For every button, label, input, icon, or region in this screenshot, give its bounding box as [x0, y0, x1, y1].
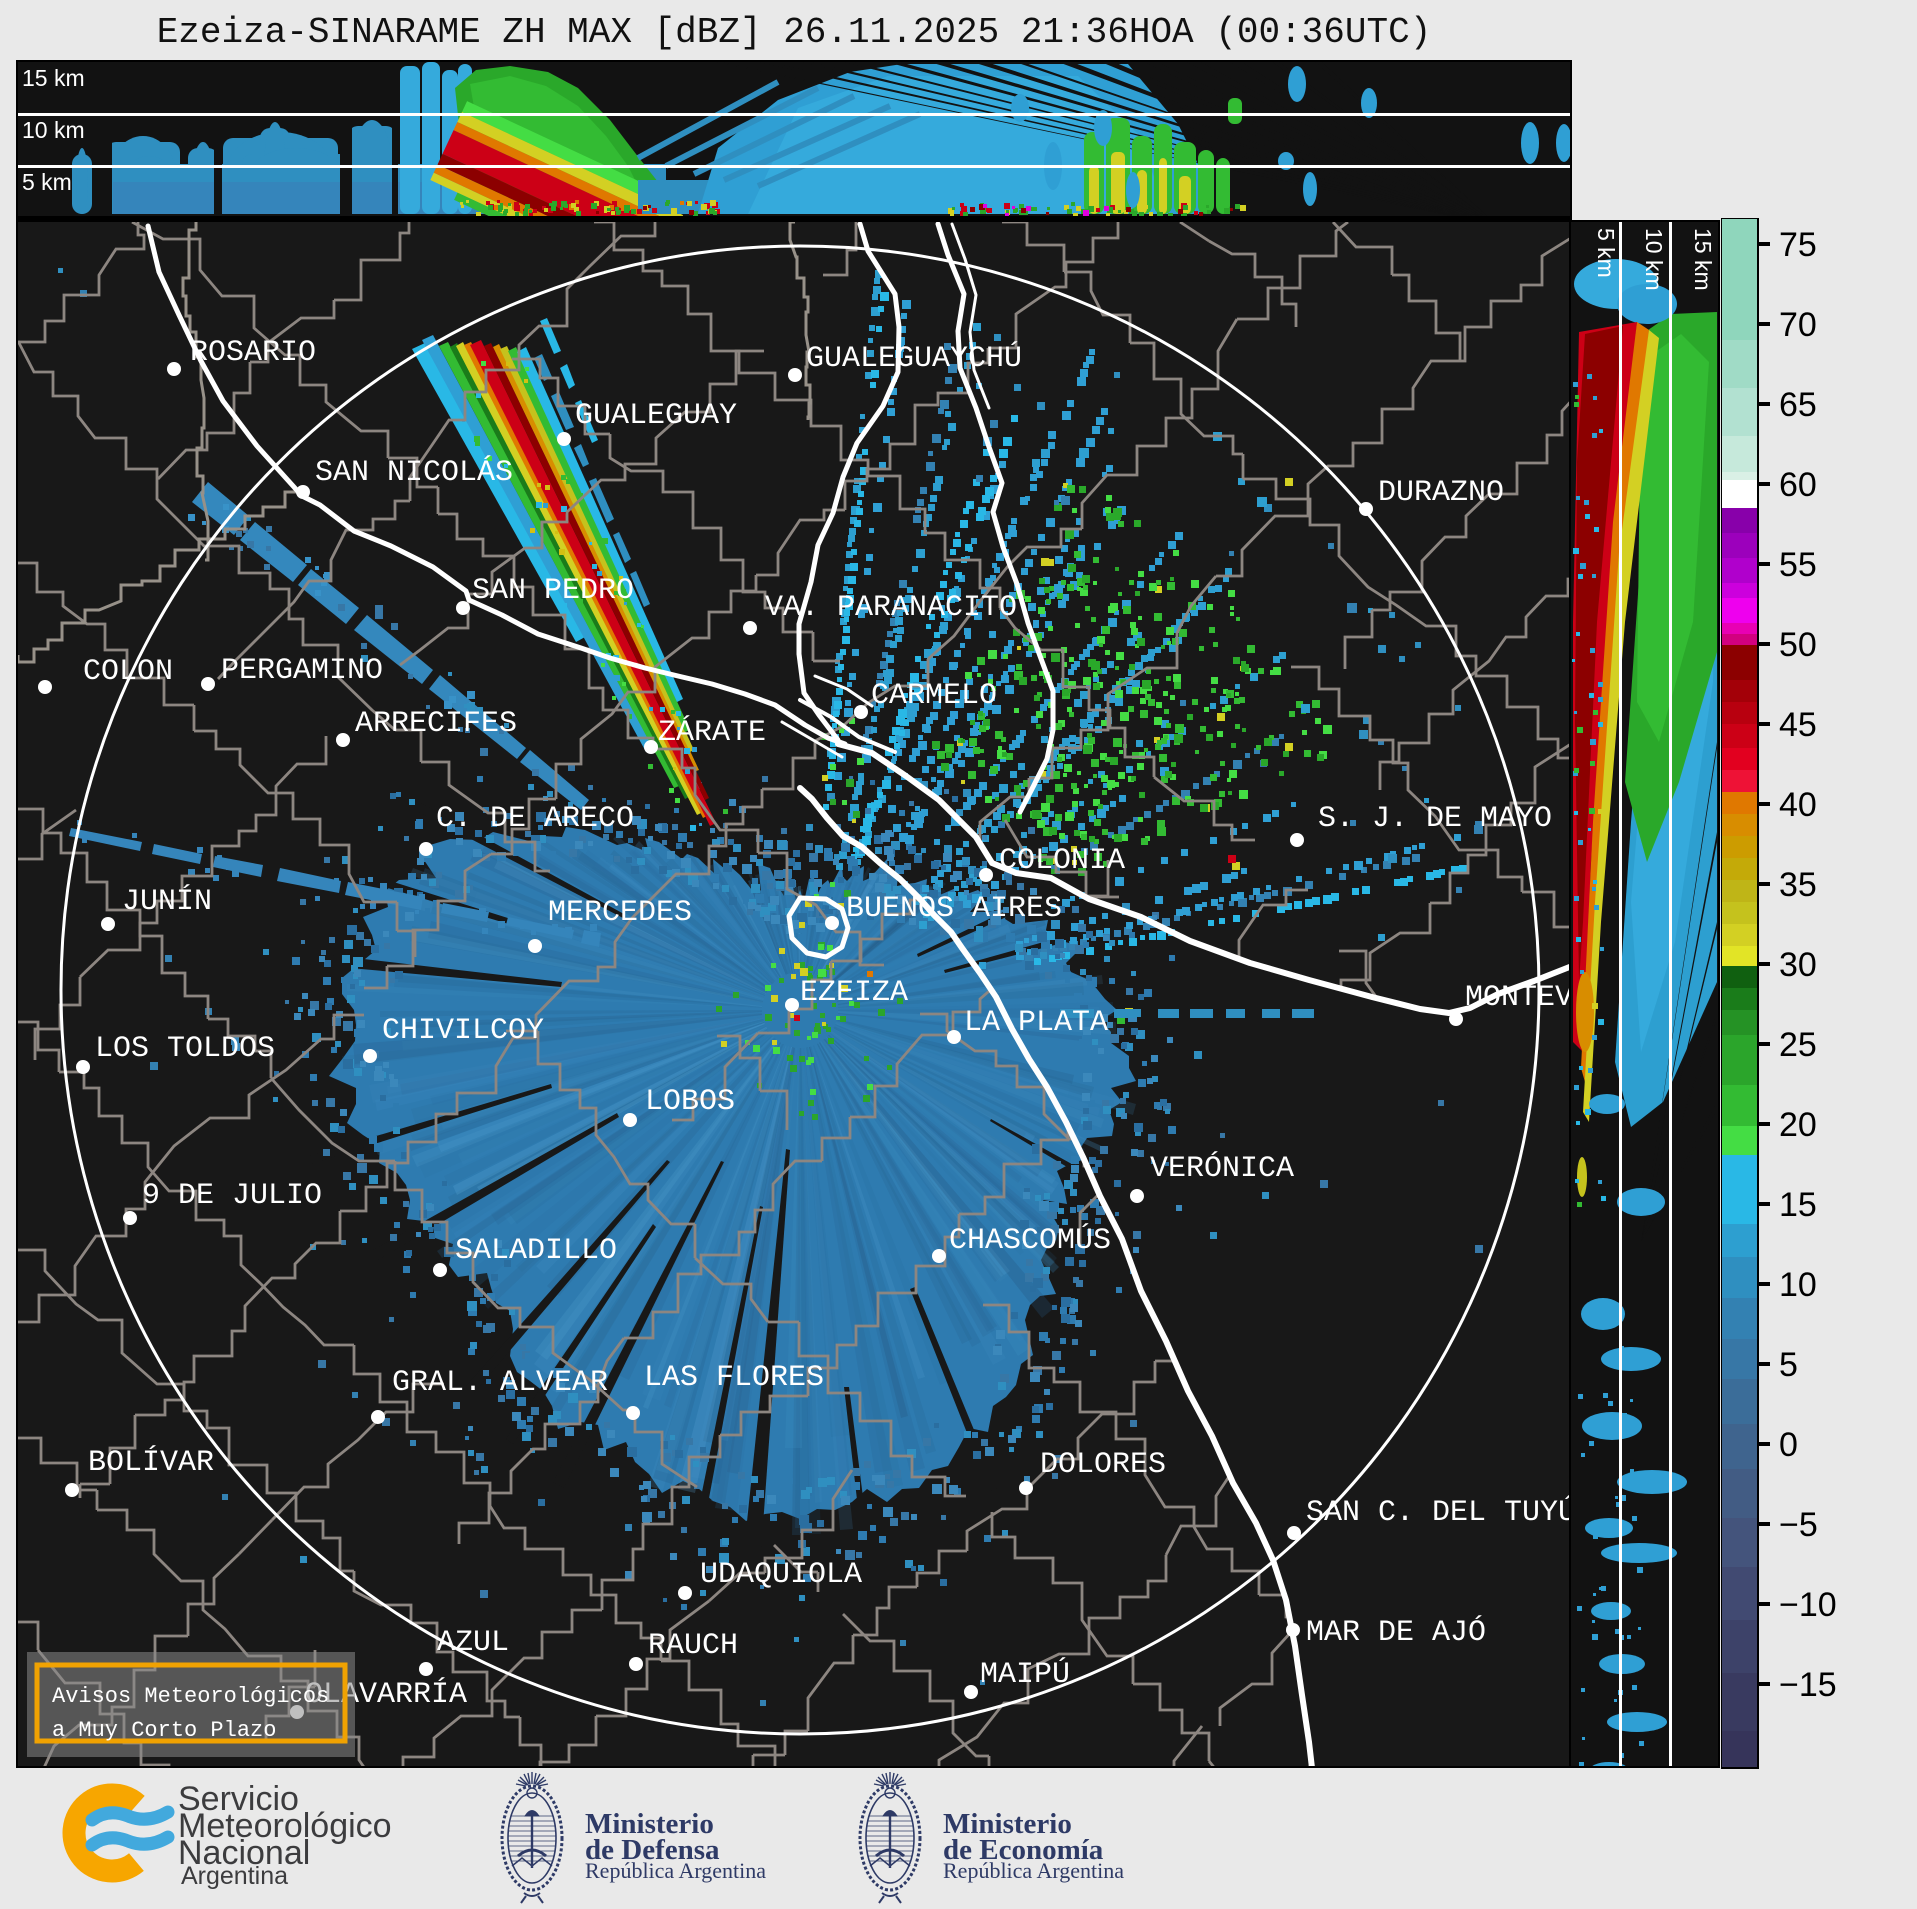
- svg-text:MONTEVIDEO: MONTEVIDEO: [1465, 981, 1570, 1015]
- svg-text:DOLORES: DOLORES: [1040, 1448, 1166, 1482]
- svg-text:65: 65: [1779, 386, 1817, 424]
- svg-text:10 km: 10 km: [1641, 228, 1667, 291]
- svg-text:Ministerio: Ministerio: [943, 1808, 1072, 1840]
- svg-text:CHIVILCOY: CHIVILCOY: [382, 1014, 544, 1048]
- svg-text:BUENOS AIRES: BUENOS AIRES: [846, 892, 1062, 926]
- svg-text:45: 45: [1779, 706, 1817, 744]
- svg-text:60: 60: [1779, 466, 1817, 504]
- svg-text:15 km: 15 km: [1690, 228, 1716, 291]
- svg-text:LOS TOLDOS: LOS TOLDOS: [95, 1032, 275, 1066]
- svg-text:S. J. DE MAYO: S. J. DE MAYO: [1318, 802, 1552, 836]
- svg-text:MAR DE AJÓ: MAR DE AJÓ: [1306, 1615, 1486, 1650]
- svg-text:EZEIZA: EZEIZA: [800, 976, 908, 1010]
- svg-text:Ministerio: Ministerio: [585, 1808, 714, 1840]
- svg-text:LA PLATA: LA PLATA: [964, 1006, 1108, 1040]
- svg-text:Nacional: Nacional: [178, 1834, 310, 1872]
- svg-text:de Defensa: de Defensa: [585, 1834, 720, 1866]
- svg-text:15 km: 15 km: [22, 65, 85, 91]
- svg-text:BOLÍVAR: BOLÍVAR: [88, 1445, 214, 1480]
- svg-text:ROSARIO: ROSARIO: [190, 336, 316, 370]
- svg-text:Argentina: Argentina: [181, 1862, 288, 1890]
- svg-text:SAN PEDRO: SAN PEDRO: [472, 574, 634, 608]
- svg-text:9 DE JULIO: 9 DE JULIO: [142, 1179, 322, 1213]
- svg-text:ARRECIFES: ARRECIFES: [355, 707, 517, 741]
- svg-text:VA. PARANACITO: VA. PARANACITO: [765, 591, 1017, 625]
- svg-text:Meteorológico: Meteorológico: [178, 1807, 392, 1845]
- svg-text:0: 0: [1779, 1426, 1798, 1464]
- svg-text:PERGAMINO: PERGAMINO: [221, 654, 383, 688]
- svg-text:ZÁRATE: ZÁRATE: [658, 715, 766, 750]
- svg-text:LAS FLORES: LAS FLORES: [644, 1361, 824, 1395]
- svg-text:JUNÍN: JUNÍN: [122, 884, 212, 919]
- svg-text:25: 25: [1779, 1026, 1817, 1064]
- svg-text:5 km: 5 km: [22, 169, 72, 195]
- svg-text:30: 30: [1779, 946, 1817, 984]
- svg-text:Servicio: Servicio: [178, 1780, 299, 1818]
- svg-text:C. DE ARECO: C. DE ARECO: [436, 802, 634, 836]
- svg-text:COLONIA: COLONIA: [999, 844, 1125, 878]
- svg-text:GRAL. ALVEAR: GRAL. ALVEAR: [392, 1366, 608, 1400]
- svg-text:a Muy Corto Plazo: a Muy Corto Plazo: [52, 1718, 276, 1743]
- svg-text:CARMELO: CARMELO: [871, 679, 997, 713]
- svg-text:MAIPÚ: MAIPÚ: [980, 1657, 1070, 1692]
- svg-text:UDAQUIOLA: UDAQUIOLA: [700, 1558, 862, 1592]
- svg-text:AZUL: AZUL: [437, 1626, 509, 1660]
- svg-text:DURAZNO: DURAZNO: [1378, 476, 1504, 510]
- svg-text:República Argentina: República Argentina: [943, 1858, 1124, 1883]
- svg-text:Avisos Meteorológicos: Avisos Meteorológicos: [52, 1684, 329, 1709]
- svg-text:CHASCOMÚS: CHASCOMÚS: [949, 1223, 1111, 1258]
- svg-text:50: 50: [1779, 626, 1817, 664]
- svg-text:de Economía: de Economía: [943, 1834, 1104, 1866]
- svg-text:COLON: COLON: [83, 655, 173, 689]
- svg-text:20: 20: [1779, 1106, 1817, 1144]
- svg-text:70: 70: [1779, 306, 1817, 344]
- svg-text:GUALEGUAY: GUALEGUAY: [575, 399, 737, 433]
- svg-text:5 km: 5 km: [1593, 228, 1619, 278]
- svg-text:40: 40: [1779, 786, 1817, 824]
- svg-text:VERÓNICA: VERÓNICA: [1150, 1151, 1294, 1186]
- svg-text:−10: −10: [1779, 1586, 1837, 1624]
- svg-text:SAN C. DEL TUYÚ: SAN C. DEL TUYÚ: [1306, 1495, 1570, 1530]
- svg-text:10: 10: [1779, 1266, 1817, 1304]
- svg-text:RAUCH: RAUCH: [648, 1629, 738, 1663]
- svg-text:5: 5: [1779, 1346, 1798, 1384]
- svg-text:−15: −15: [1779, 1666, 1837, 1704]
- svg-text:35: 35: [1779, 866, 1817, 904]
- svg-text:55: 55: [1779, 546, 1817, 584]
- svg-text:−5: −5: [1779, 1506, 1818, 1544]
- svg-text:SAN NICOLÁS: SAN NICOLÁS: [315, 455, 513, 490]
- svg-text:75: 75: [1779, 226, 1817, 264]
- svg-text:15: 15: [1779, 1186, 1817, 1224]
- svg-text:GUALEGUAYCHÚ: GUALEGUAYCHÚ: [806, 341, 1022, 376]
- svg-text:República Argentina: República Argentina: [585, 1858, 766, 1883]
- svg-text:LOBOS: LOBOS: [645, 1085, 735, 1119]
- svg-text:SALADILLO: SALADILLO: [455, 1234, 617, 1268]
- svg-text:MERCEDES: MERCEDES: [548, 896, 692, 930]
- svg-text:10 km: 10 km: [22, 117, 85, 143]
